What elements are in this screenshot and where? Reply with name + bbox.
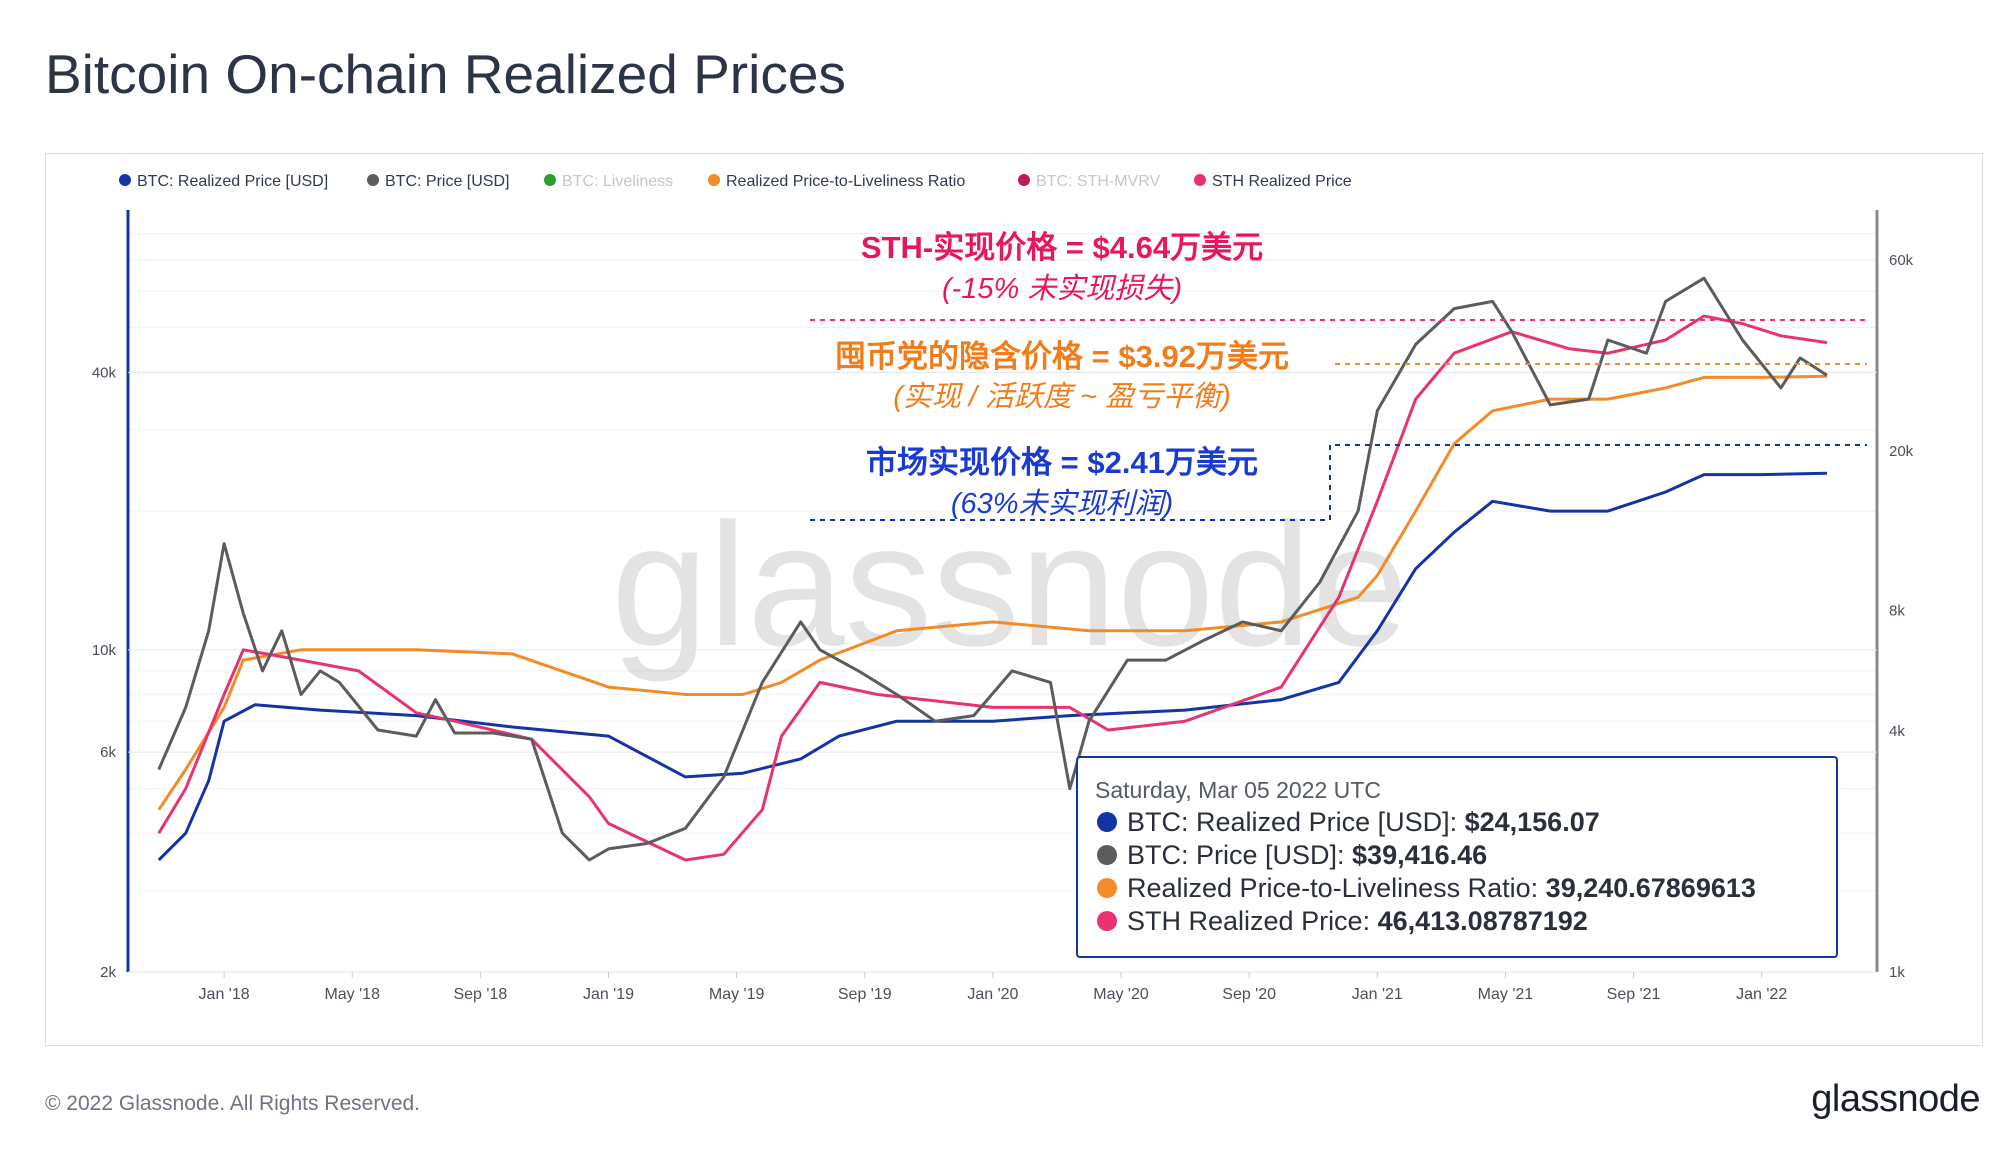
series-line-btc-price [157,276,1828,862]
tooltip: Saturday, Mar 05 2022 UTC BTC: Realized … [1076,756,1838,958]
tooltip-dot-sth [1097,911,1117,931]
x-tick-label: May '18 [324,986,380,1003]
legend-item-liveliness[interactable]: BTC: Liveliness [544,173,673,190]
legend-label-ratio: Realized Price-to-Liveliness Ratio [726,173,965,190]
x-tick-label: Sep '18 [453,986,507,1003]
legend-label-sth-mvrv: BTC: STH-MVRV [1036,173,1160,190]
tooltip-row-price: BTC: Price [USD]: $39,416.46 [1097,840,1487,870]
tooltip-dot-ratio [1097,878,1117,898]
tooltip-row-text: BTC: Price [USD]: $39,416.46 [1127,840,1487,870]
tooltip-value-realized: $24,156.07 [1465,807,1600,837]
legend: BTC: Realized Price [USD] BTC: Price [US… [119,173,1352,190]
legend-item-sth-realized[interactable]: STH Realized Price [1194,173,1352,190]
tooltip-label-ratio: Realized Price-to-Liveliness Ratio: [1127,873,1546,903]
legend-label-realized: BTC: Realized Price [USD] [137,173,328,190]
legend-dot-realized [119,174,131,186]
legend-label-liveliness: BTC: Liveliness [562,173,673,190]
tooltip-label-realized: BTC: Realized Price [USD]: [1127,807,1465,837]
legend-item-ratio[interactable]: Realized Price-to-Liveliness Ratio [708,173,965,190]
annotation-hodler-sub: (实现 / 活跃度 ~ 盈亏平衡) [893,381,1231,413]
tooltip-box [1076,756,1838,958]
x-tick-label: Sep '20 [1222,986,1276,1003]
tooltip-value-sth: 46,413.08787192 [1378,906,1588,936]
legend-item-realized-price[interactable]: BTC: Realized Price [USD] [119,173,328,190]
y-left-tick-label: 40k [92,364,117,381]
tooltip-label-sth: STH Realized Price: [1127,906,1378,936]
copyright: © 2022 Glassnode. All Rights Reserved. [45,1092,421,1115]
x-tick-label: Jan '22 [1736,986,1787,1003]
y-right-tick-label: 1k [1889,964,1905,981]
legend-dot-liveliness [544,174,556,186]
legend-dot-price [367,174,379,186]
tooltip-row-ratio: Realized Price-to-Liveliness Ratio: 39,2… [1097,873,1756,903]
tooltip-value-ratio: 39,240.67869613 [1546,873,1756,903]
legend-label-sth-realized: STH Realized Price [1212,173,1352,190]
annotation-sth-title: STH-实现价格 = $4.64万美元 [861,230,1263,265]
series-line-sth-realized [157,314,1828,862]
tooltip-row-text: STH Realized Price: 46,413.08787192 [1127,906,1588,936]
brand-logo: glassnode [1811,1078,1980,1120]
legend-dot-sth-realized [1194,174,1206,186]
tooltip-row-text: Realized Price-to-Liveliness Ratio: 39,2… [1127,873,1756,903]
tooltip-row-sth: STH Realized Price: 46,413.08787192 [1097,906,1588,936]
annotation-hodler-title: 囤币党的隐含价格 = $3.92万美元 [835,339,1289,374]
x-tick-label: May '19 [709,986,765,1003]
y-right-ticks: 1k 4k 8k 20k 60k [1889,252,1914,981]
tooltip-label-price: BTC: Price [USD]: [1127,840,1352,870]
legend-label-price: BTC: Price [USD] [385,173,509,190]
tooltip-row-text: BTC: Realized Price [USD]: $24,156.07 [1127,807,1600,837]
annotation-market-title: 市场实现价格 = $2.41万美元 [866,445,1258,480]
legend-item-sth-mvrv[interactable]: BTC: STH-MVRV [1018,173,1160,190]
tooltip-dot-realized [1097,812,1117,832]
x-tick-label: Sep '21 [1607,986,1661,1003]
annotation-sth-sub: (-15% 未实现损失) [942,273,1182,305]
legend-item-price[interactable]: BTC: Price [USD] [367,173,509,190]
x-ticks: Jan '18 May '18 Sep '18 Jan '19 May '19 Sep '… [199,972,1787,1003]
y-left-tick-label: 2k [100,964,116,981]
page-title: Bitcoin On-chain Realized Prices [45,43,846,105]
legend-dot-sth-mvrv [1018,174,1030,186]
y-right-tick-label: 8k [1889,602,1905,619]
x-tick-label: Sep '19 [838,986,892,1003]
x-tick-label: Jan '21 [1352,986,1403,1003]
legend-dot-ratio [708,174,720,186]
x-tick-label: Jan '19 [583,986,634,1003]
y-left-tick-label: 10k [92,642,117,659]
market-reference-line [810,444,1867,521]
x-tick-label: Jan '20 [967,986,1018,1003]
series-line-realized-price [157,471,1828,862]
x-tick-label: May '20 [1093,986,1149,1003]
x-tick-label: Jan '18 [199,986,250,1003]
y-right-tick-label: 4k [1889,723,1905,740]
tooltip-date: Saturday, Mar 05 2022 UTC [1095,777,1381,803]
annotation-market-sub: (63%未实现利润) [951,488,1173,520]
tooltip-dot-price [1097,845,1117,865]
y-right-tick-label: 20k [1889,443,1914,460]
y-left-tick-label: 6k [100,744,116,761]
series-group [157,276,1828,862]
x-tick-label: May '21 [1478,986,1534,1003]
tooltip-value-price: $39,416.46 [1352,840,1487,870]
tooltip-row-realized: BTC: Realized Price [USD]: $24,156.07 [1097,807,1600,837]
y-right-tick-label: 60k [1889,252,1914,269]
